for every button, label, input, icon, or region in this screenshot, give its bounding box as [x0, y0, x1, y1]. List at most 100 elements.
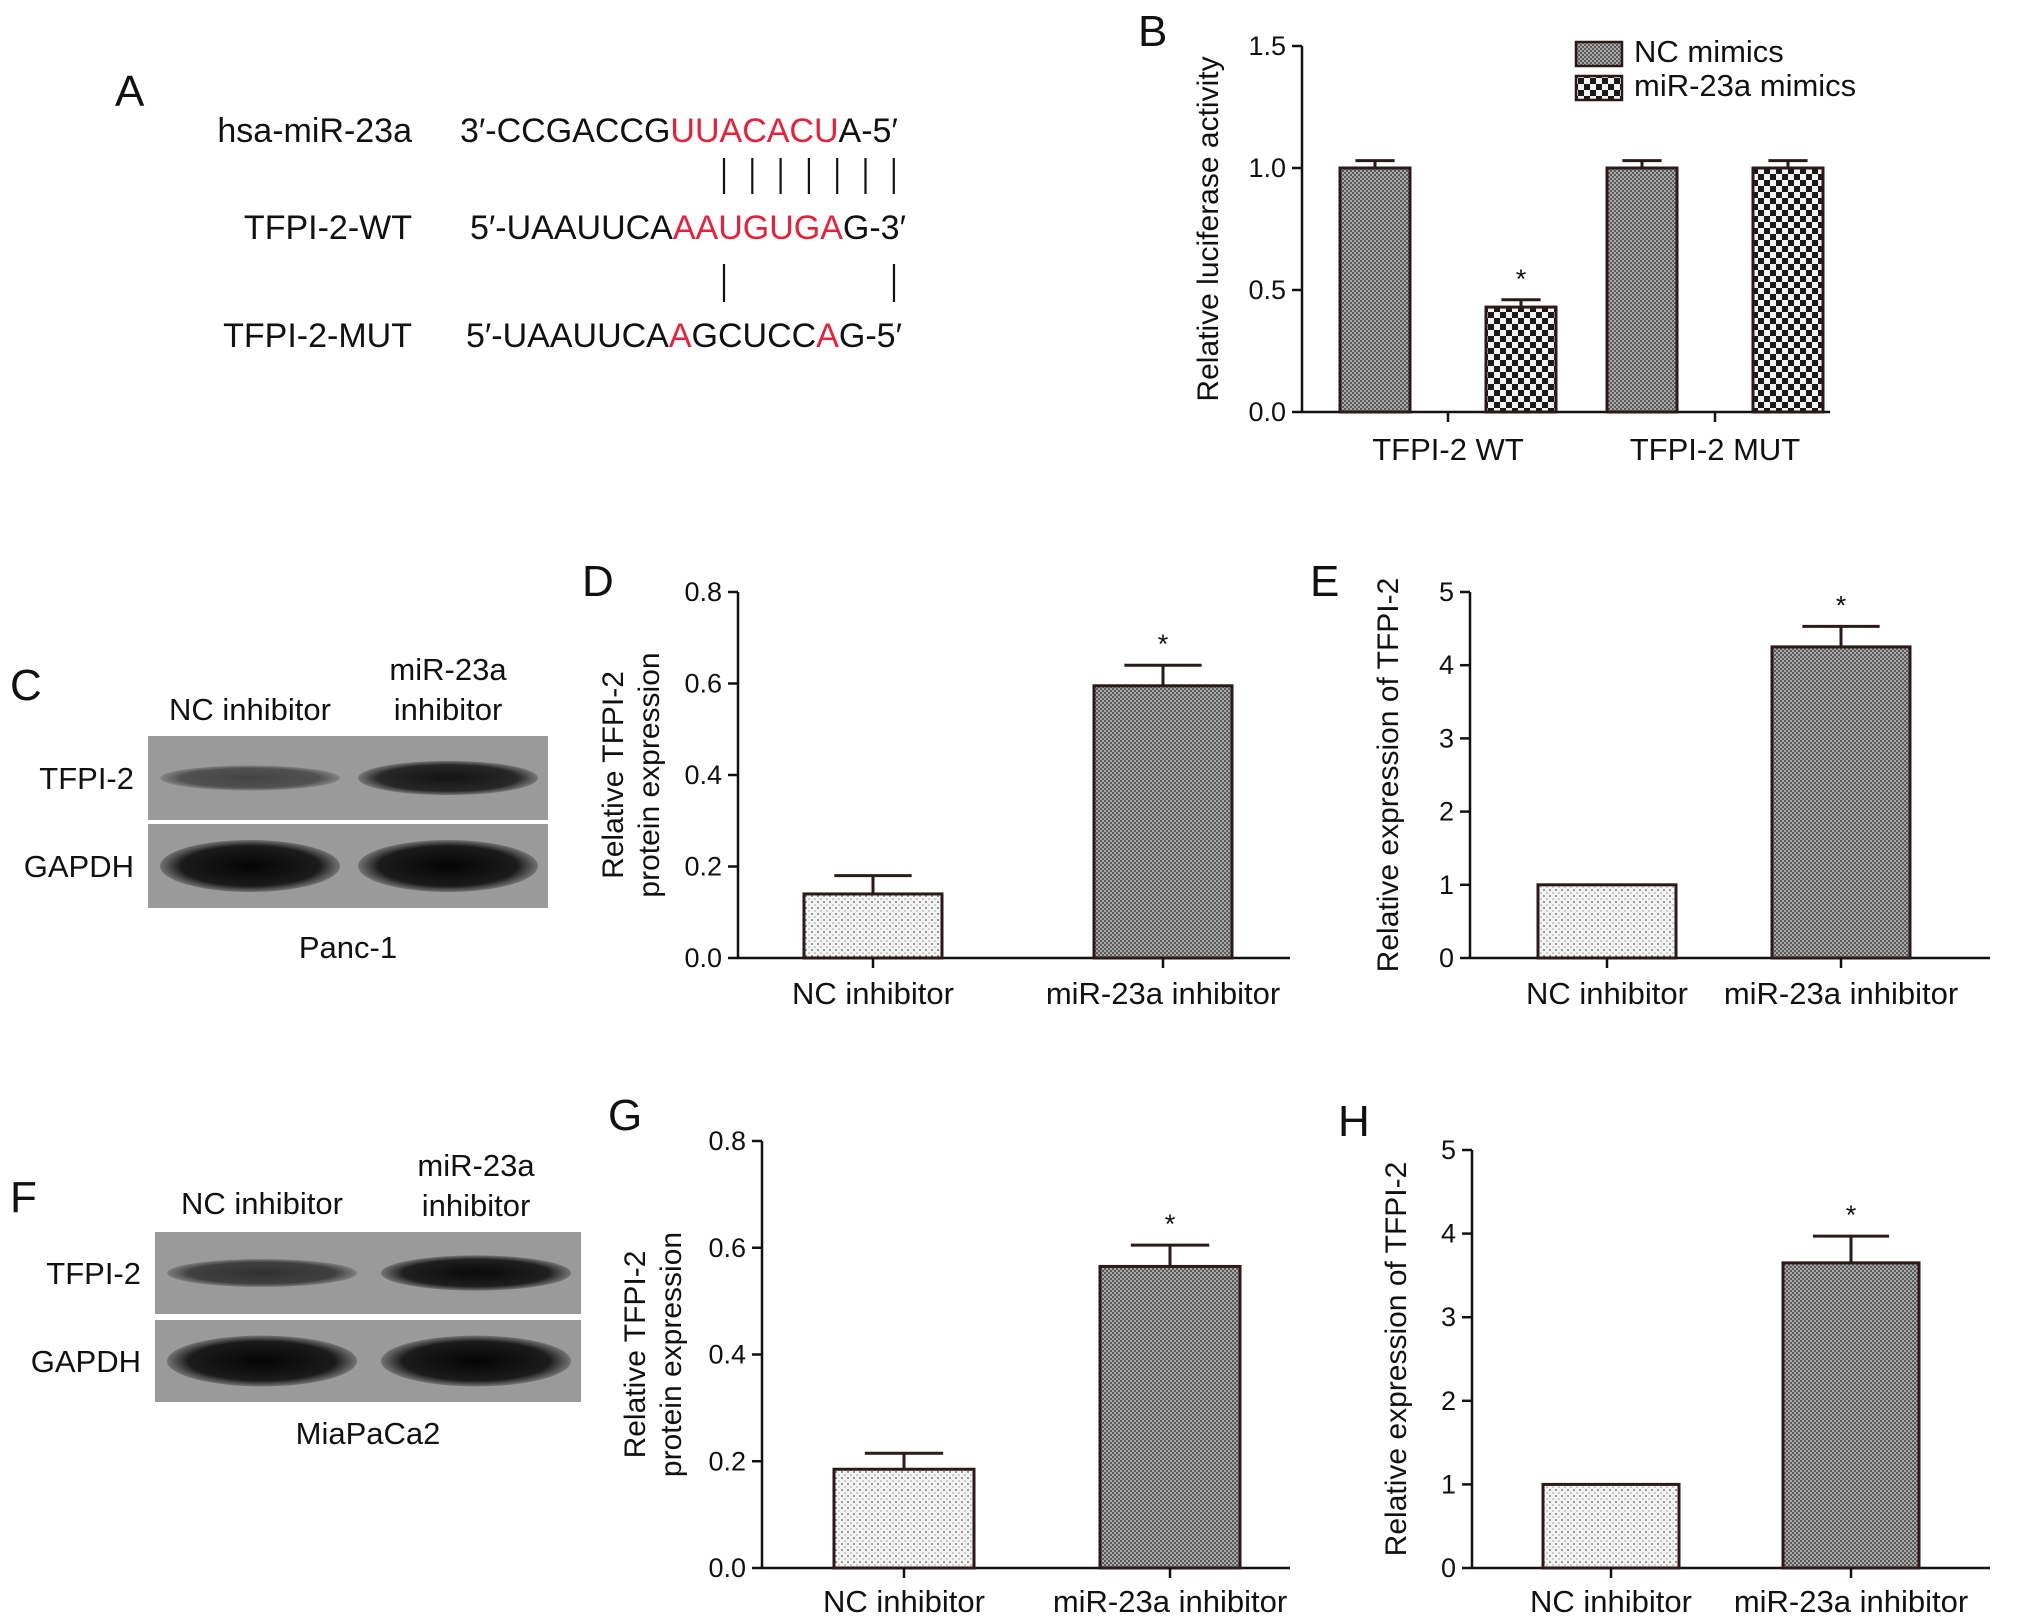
- x-category-label: NC inhibitor: [823, 1584, 985, 1619]
- y-tick-label: 0: [1439, 943, 1454, 973]
- sequence-segment: G-5′: [839, 317, 902, 355]
- chart-d: 0.0 0.2 0.4 0.6 0.8 Relative TFPI-2 protein ex…: [597, 577, 1290, 1011]
- chart-b: 0.0 0.5 1.0 1.5 Relative luciferase activity…: [1192, 31, 1856, 467]
- y-tick-label: 2: [1441, 1386, 1456, 1416]
- y-axis-title-line: Relative expression of TFPI-2: [1380, 1162, 1413, 1557]
- sequence-segment: 5′-UAAUUCA: [466, 317, 669, 355]
- panel-letter-g: G: [608, 1091, 642, 1140]
- bar: [1092, 684, 1234, 960]
- lane-label: miR-23a: [389, 652, 507, 687]
- panel-letter-h: H: [1338, 1097, 1370, 1146]
- y-tick-label: 2: [1439, 797, 1454, 827]
- panel-letter-b: B: [1138, 7, 1167, 56]
- y-axis-title: Relative TFPI-2 protein expression: [619, 1232, 688, 1477]
- protein-band: [167, 1259, 357, 1287]
- panel-a: A hsa-miR-23a 3′-CCGACCGUUACACUA-5′ TFPI-2…: [115, 67, 906, 355]
- y-tick-label: 3: [1439, 723, 1454, 753]
- panel-letter-f: F: [10, 1173, 37, 1222]
- y-tick-label: 0.4: [684, 760, 722, 790]
- protein-band: [358, 839, 538, 893]
- band-label: GAPDH: [24, 849, 134, 884]
- chart-g: 0.0 0.2 0.4 0.6 0.8 Relative TFPI-2 protein ex…: [619, 1126, 1290, 1619]
- band-label: GAPDH: [31, 1344, 141, 1379]
- legend-swatch: [1574, 40, 1624, 68]
- protein-band: [160, 765, 340, 791]
- seed-highlight: UUACACU: [670, 112, 838, 150]
- panel-d: D 0.0 0.2 0.4 0.6 0.8 Relative TFPI-2 protein …: [582, 557, 1290, 1011]
- protein-band: [167, 1335, 357, 1387]
- protein-band: [381, 1335, 571, 1387]
- y-tick-label: 0.0: [708, 1553, 746, 1583]
- x-category-label: miR-23a inhibitor: [1724, 976, 1958, 1011]
- significance-marker: *: [1158, 629, 1169, 659]
- band-label: TFPI-2: [46, 1256, 141, 1291]
- lane-label: miR-23a: [417, 1148, 535, 1183]
- x-category-label: miR-23a inhibitor: [1046, 976, 1280, 1011]
- sequence-text: 5′-UAAUUCAAGCUCCAG-5′: [466, 317, 902, 355]
- significance-marker: *: [1836, 590, 1847, 620]
- seed-highlight: A: [669, 317, 692, 355]
- y-tick-label: 5: [1441, 1135, 1456, 1165]
- y-tick-label: 0.8: [708, 1126, 746, 1156]
- bar: [1541, 1482, 1681, 1570]
- legend-label: NC mimics: [1634, 34, 1784, 69]
- panel-letter-c: C: [10, 661, 42, 710]
- western-blot-c: NC inhibitor miR-23a inhibitor TFPI-2 GAPDH P…: [24, 652, 548, 965]
- y-tick-label: 0.0: [1248, 397, 1286, 427]
- y-axis-title-line: Relative expression of TFPI-2: [1372, 578, 1405, 973]
- bar: [802, 892, 944, 960]
- sequence-segment: G-3′: [843, 209, 906, 247]
- y-tick-label: 0.5: [1248, 275, 1286, 305]
- protein-band: [160, 839, 340, 893]
- y-axis-title: Relative TFPI-2 protein expression: [597, 652, 666, 897]
- x-category-label: miR-23a inhibitor: [1734, 1584, 1968, 1619]
- x-category-label: TFPI-2 MUT: [1630, 432, 1801, 467]
- y-tick-label: 4: [1439, 650, 1454, 680]
- y-tick-label: 1: [1439, 870, 1454, 900]
- y-tick-label: 0.8: [684, 577, 722, 607]
- sequence-text: 3′-CCGACCGUUACACUA-5′: [460, 112, 898, 150]
- bar: [1484, 305, 1558, 414]
- chart-e: 0 1 2 3 4 5 Relative expression of TFPI-2 NC in…: [1372, 577, 1990, 1011]
- y-axis-title-line: Relative TFPI-2: [619, 1251, 652, 1459]
- panel-h: H 0 1 2 3 4 5 Relative expression of TFPI-2 NC …: [1338, 1097, 1990, 1619]
- western-blot-f: NC inhibitor miR-23a inhibitor TFPI-2 GAPDH M…: [31, 1148, 581, 1451]
- panel-f: F NC inhibitor miR-23a inhibitor TFPI-2 GAPD…: [10, 1148, 581, 1451]
- x-category-label: NC inhibitor: [1526, 976, 1688, 1011]
- y-axis-title-line: Relative luciferase activity: [1192, 56, 1225, 401]
- lane-label: inhibitor: [394, 692, 503, 727]
- y-tick-label: 1.5: [1248, 31, 1286, 61]
- sequence-segment: GCUCC: [692, 317, 817, 355]
- y-tick-label: 0.2: [708, 1446, 746, 1476]
- protein-band: [358, 760, 538, 796]
- y-axis-title-line: Relative TFPI-2: [597, 671, 630, 879]
- significance-marker: *: [1846, 1200, 1857, 1230]
- y-tick-label: 3: [1441, 1302, 1456, 1332]
- sequence-label: hsa-miR-23a: [217, 112, 412, 150]
- y-tick-label: 0.0: [684, 943, 722, 973]
- panel-letter-d: D: [582, 557, 614, 606]
- chart-h: 0 1 2 3 4 5 Relative expression of TFPI-2 NC in…: [1380, 1135, 1990, 1619]
- x-category-label: TFPI-2 WT: [1372, 432, 1524, 467]
- y-tick-label: 0.2: [684, 852, 722, 882]
- lane-label: NC inhibitor: [169, 692, 331, 727]
- panel-e: E 0 1 2 3 4 5 Relative expression of TFPI-2 NC …: [1310, 557, 1990, 1011]
- seed-highlight: A: [816, 317, 839, 355]
- significance-marker: *: [1165, 1209, 1176, 1239]
- bar: [1098, 1264, 1242, 1570]
- y-tick-label: 5: [1439, 577, 1454, 607]
- panel-b: B 0.0 0.5 1.0 1.5 Relative luciferase activi…: [1138, 7, 1856, 467]
- y-axis-title-line: protein expression: [633, 652, 666, 897]
- y-axis-title: Relative luciferase activity: [1192, 56, 1225, 401]
- x-category-label: NC inhibitor: [1530, 1584, 1692, 1619]
- y-tick-label: 1: [1441, 1469, 1456, 1499]
- lane-label: inhibitor: [422, 1188, 531, 1223]
- bar: [1781, 1261, 1921, 1570]
- y-tick-label: 1.0: [1248, 153, 1286, 183]
- x-category-label: NC inhibitor: [792, 976, 954, 1011]
- sequence-text: 5′-UAAUUCAAAUGUGAG-3′: [470, 209, 906, 247]
- panel-letter-e: E: [1310, 557, 1339, 606]
- bar: [832, 1467, 976, 1570]
- panel-c: C NC inhibitor miR-23a inhibitor TFPI-2 GAPD…: [10, 652, 548, 965]
